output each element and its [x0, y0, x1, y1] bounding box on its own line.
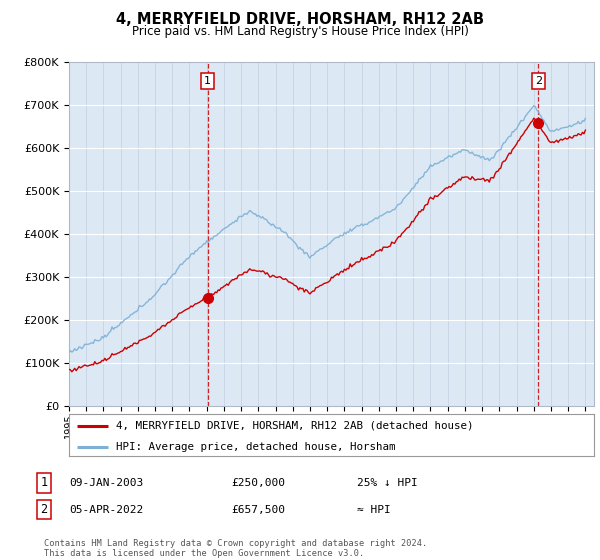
Text: Price paid vs. HM Land Registry's House Price Index (HPI): Price paid vs. HM Land Registry's House …	[131, 25, 469, 39]
Text: £657,500: £657,500	[231, 505, 285, 515]
Text: £250,000: £250,000	[231, 478, 285, 488]
Text: 4, MERRYFIELD DRIVE, HORSHAM, RH12 2AB: 4, MERRYFIELD DRIVE, HORSHAM, RH12 2AB	[116, 12, 484, 27]
Text: 1: 1	[40, 476, 47, 489]
Text: Contains HM Land Registry data © Crown copyright and database right 2024.
This d: Contains HM Land Registry data © Crown c…	[44, 539, 427, 558]
Text: 1: 1	[204, 76, 211, 86]
Text: ≈ HPI: ≈ HPI	[357, 505, 391, 515]
Text: 2: 2	[535, 76, 542, 86]
Text: 09-JAN-2003: 09-JAN-2003	[69, 478, 143, 488]
Text: 4, MERRYFIELD DRIVE, HORSHAM, RH12 2AB (detached house): 4, MERRYFIELD DRIVE, HORSHAM, RH12 2AB (…	[116, 421, 474, 431]
Text: 2: 2	[40, 503, 47, 516]
Text: HPI: Average price, detached house, Horsham: HPI: Average price, detached house, Hors…	[116, 442, 396, 452]
Text: 25% ↓ HPI: 25% ↓ HPI	[357, 478, 418, 488]
Text: 05-APR-2022: 05-APR-2022	[69, 505, 143, 515]
